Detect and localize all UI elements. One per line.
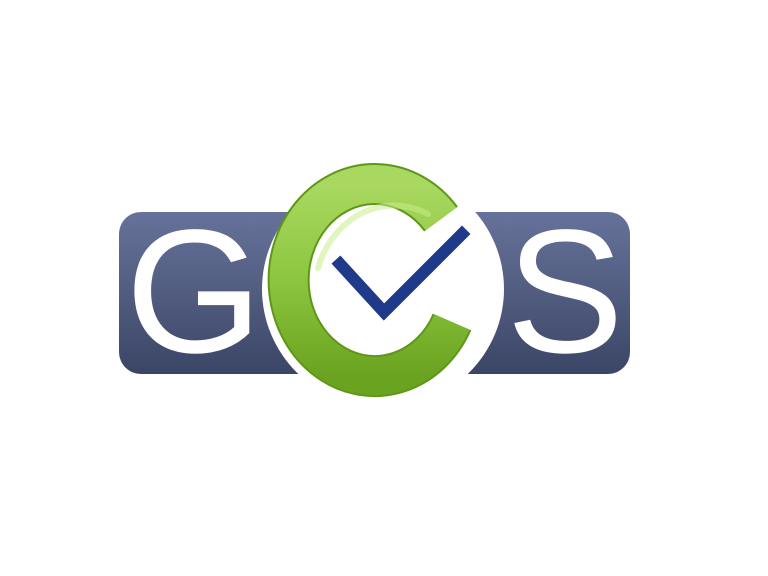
logo-letter-s: S bbox=[506, 194, 623, 390]
logo-letter-c-highlight bbox=[315, 202, 431, 271]
checkmark-icon bbox=[331, 225, 471, 321]
logo-letter-g: G bbox=[126, 194, 263, 390]
logo-letter-c-fill bbox=[269, 165, 470, 396]
